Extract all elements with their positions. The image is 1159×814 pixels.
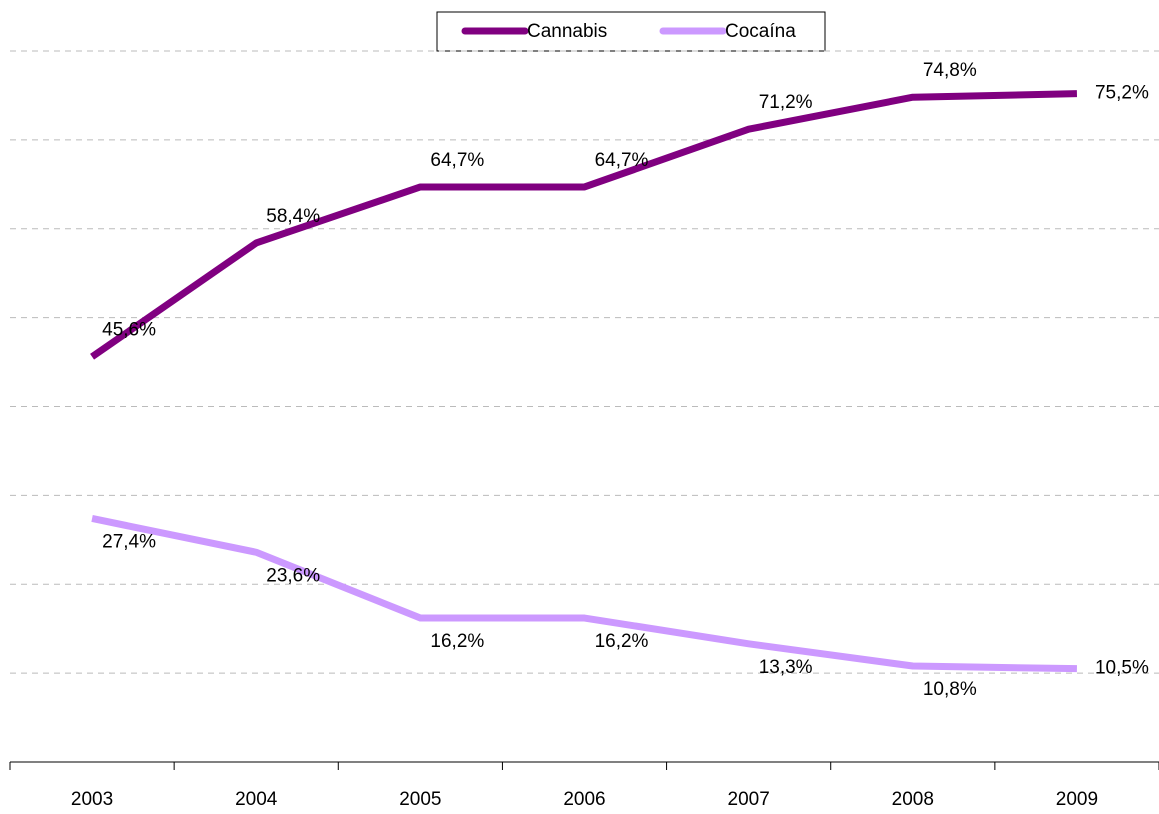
x-tick-label: 2004 [235, 789, 278, 810]
data-label: 74,8% [923, 60, 977, 81]
series-line [90, 90, 1078, 360]
x-tick-label: 2008 [892, 789, 934, 810]
legend-label: Cannabis [527, 21, 607, 42]
legend-label: Cocaína [725, 21, 796, 42]
data-label: 64,7% [595, 150, 649, 171]
data-label: 45,6% [102, 320, 156, 341]
data-label: 16,2% [595, 631, 649, 652]
data-label: 64,7% [430, 150, 484, 171]
data-label: 75,2% [1095, 83, 1149, 104]
x-tick-label: 2007 [728, 789, 770, 810]
x-tick-label: 2006 [563, 789, 605, 810]
data-label: 10,5% [1095, 658, 1149, 679]
data-label: 27,4% [102, 531, 156, 552]
data-label: 23,6% [266, 565, 320, 586]
data-label: 58,4% [266, 206, 320, 227]
x-tick-label: 2009 [1056, 789, 1098, 810]
data-label: 16,2% [430, 631, 484, 652]
series-line [91, 515, 1077, 673]
data-label: 10,8% [923, 679, 977, 700]
x-tick-label: 2005 [399, 789, 441, 810]
x-tick-label: 2003 [71, 789, 113, 810]
data-label: 13,3% [759, 657, 813, 678]
data-label: 71,2% [759, 92, 813, 113]
